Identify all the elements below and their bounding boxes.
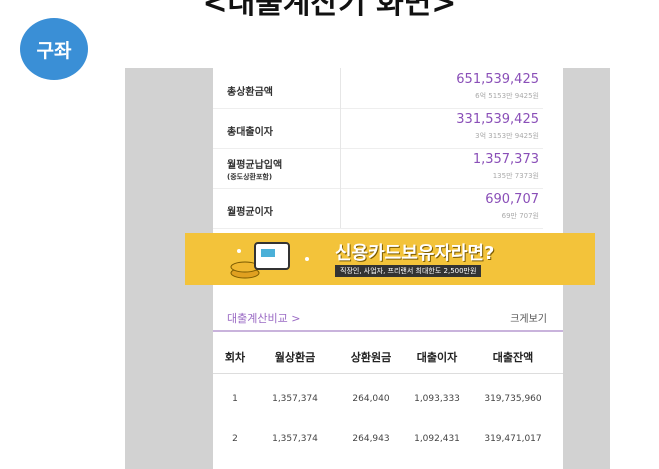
table-cell: 2 — [232, 434, 238, 444]
summary-sub: 69만 707원 — [501, 212, 539, 220]
summary-sub: 6억 5153만 9425원 — [475, 92, 539, 100]
summary-label: 월평균이자 — [227, 207, 273, 218]
table-cell: 319,471,017 — [484, 434, 542, 444]
summary-label: 총상환금액 — [227, 87, 273, 98]
divider — [213, 330, 563, 332]
zoom-button[interactable]: 크게보기 — [510, 314, 547, 325]
table-header: 회차 — [224, 351, 246, 364]
table-cell: 1 — [232, 394, 238, 404]
ad-subline: 직장인, 사업자, 프리랜서 최대한도 2,500만원 — [335, 265, 482, 277]
summary-sub: 3억 3153만 9425원 — [475, 132, 539, 140]
summary-row: 총대출이자 331,539,425 3억 3153만 9425원 — [213, 108, 543, 149]
ad-headline: 신용카드보유자라면? — [335, 243, 495, 264]
compare-area: 대출계산비교 > 크게보기 회차 월상환금 상환원금 대출이자 대출잔액 1 1,357,3… — [213, 68, 563, 469]
table-cell: 1,357,374 — [272, 394, 318, 404]
compare-link[interactable]: 대출계산비교 > — [227, 312, 301, 325]
table-cell: 319,735,960 — [484, 394, 542, 404]
column-divider — [340, 188, 341, 228]
summary-sub: 135만 7373원 — [492, 172, 539, 180]
ad-banner[interactable]: 신용카드보유자라면? 직장인, 사업자, 프리랜서 최대한도 2,500만원 — [185, 233, 595, 285]
column-divider — [340, 148, 341, 188]
table-cell: 1,092,431 — [414, 434, 460, 444]
table-header: 대출잔액 — [492, 351, 534, 364]
table-header: 상환원금 — [350, 351, 392, 364]
summary-value: 690,707 — [485, 192, 539, 207]
summary-value: 1,357,373 — [472, 152, 539, 167]
table-cell: 1,357,374 — [272, 434, 318, 444]
column-divider — [340, 108, 341, 148]
table-header: 대출이자 — [416, 351, 458, 364]
badge: 구좌 — [20, 18, 88, 80]
ad-icon — [230, 242, 309, 279]
table-cell: 264,943 — [352, 434, 390, 444]
divider — [213, 373, 563, 374]
summary-row: 월평균납입액 (중도상환포함) 1,357,373 135만 7373원 — [213, 148, 543, 189]
table-header: 월상환금 — [274, 351, 316, 364]
page-title: <대출계산기 화면> — [202, 0, 457, 21]
summary-label: 총대출이자 — [227, 127, 273, 138]
summary-value: 331,539,425 — [456, 112, 539, 127]
table-cell: 264,040 — [352, 394, 390, 404]
summary-row: 월평균이자 690,707 69만 707원 — [213, 188, 543, 229]
table-cell: 1,093,333 — [414, 394, 460, 404]
summary-value: 651,539,425 — [456, 72, 539, 87]
summary-note: (중도상환포함) — [227, 173, 273, 181]
summary-label: 월평균납입액 — [227, 160, 283, 171]
summary-row: 총상환금액 651,539,425 6억 5153만 9425원 — [213, 68, 543, 109]
column-divider — [340, 68, 341, 108]
